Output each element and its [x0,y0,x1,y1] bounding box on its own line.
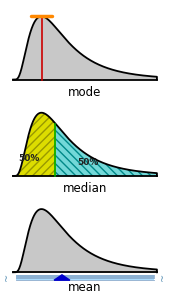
Text: 50%: 50% [77,157,99,166]
Text: ~: ~ [2,273,12,281]
Text: 50%: 50% [19,154,40,163]
Text: mode: mode [68,86,102,99]
Text: mean: mean [68,281,102,292]
Polygon shape [54,275,70,280]
Text: ~: ~ [158,273,168,281]
Text: median: median [63,182,107,195]
